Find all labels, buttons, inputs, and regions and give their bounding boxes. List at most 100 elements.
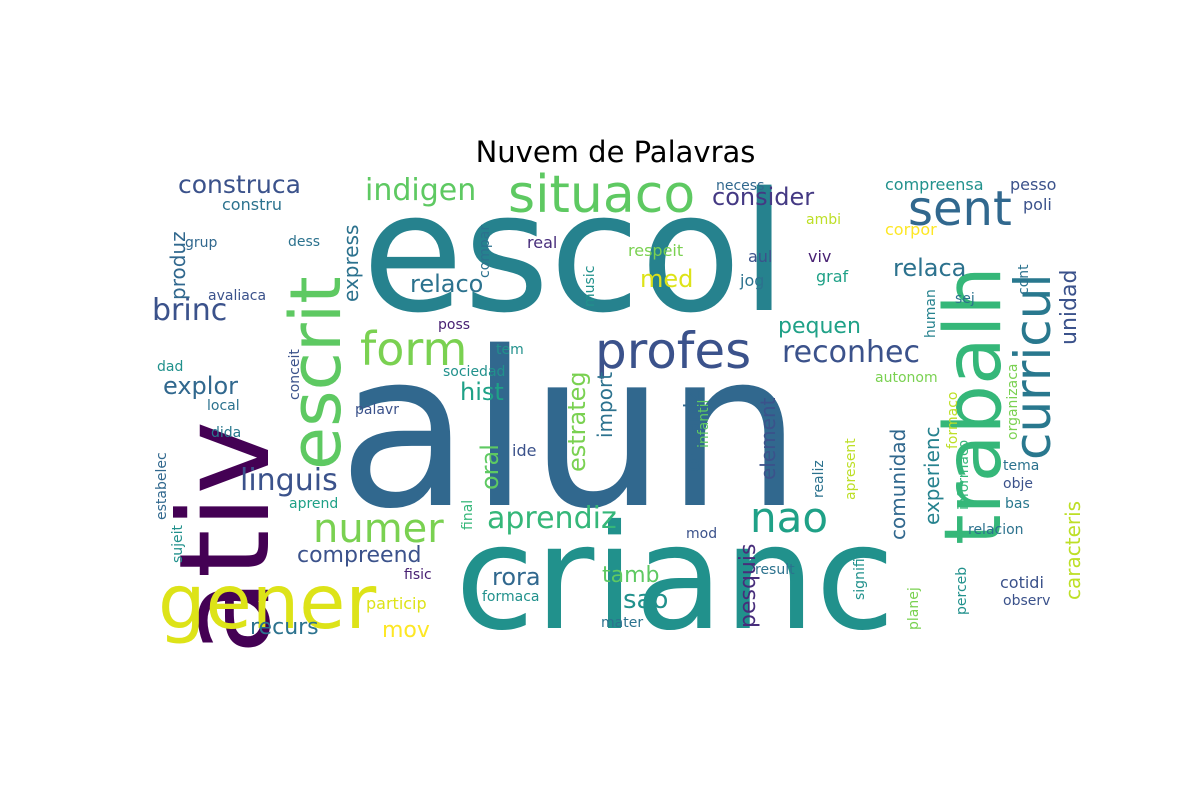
word-dess: dess [288, 234, 320, 250]
word-nao: nao [750, 493, 828, 542]
word-brinc: brinc [152, 293, 227, 328]
word-dida: dida [211, 425, 241, 441]
word-ativ: ativ [153, 421, 298, 655]
word-crianc: crianc [455, 494, 895, 663]
word-ambi: ambi [806, 212, 841, 228]
word-sao: sao [623, 585, 668, 615]
word-graf: graf [816, 267, 849, 286]
word-tema: tema [1003, 458, 1039, 474]
word-relaca: relaca [893, 254, 966, 282]
word-organizaca: organizaca [1005, 363, 1021, 440]
word-conceit: conceit [287, 349, 303, 400]
word-curricul: curricul [1004, 274, 1062, 460]
chart-title: Nuvem de Palavras [475, 135, 756, 169]
word-tem: tem [496, 342, 524, 358]
word-observ: observ [1003, 593, 1050, 609]
word-compreend: compreend [297, 543, 422, 568]
word-unidad: unidad [1057, 270, 1082, 345]
word-oral: oral [476, 444, 504, 490]
word-estrateg: estrateg [563, 371, 591, 472]
word-autonom: autonom [875, 370, 938, 386]
word-necess: necess [716, 178, 764, 194]
word-sujeit: sujeit [170, 524, 186, 563]
word-pesso: pesso [1010, 175, 1056, 194]
word-cotidi: cotidi [1000, 573, 1044, 592]
word-sociedad: sociedad [443, 364, 505, 380]
word-tamb: tamb [602, 563, 660, 588]
word-compar: compar [477, 225, 493, 278]
word-final: final [460, 500, 476, 530]
word-experienc: experienc [920, 426, 944, 525]
word-explor: explor [163, 372, 238, 400]
word-profes: profes [595, 322, 751, 380]
word-consider: consider [712, 183, 814, 211]
word-indigen: indigen [365, 173, 476, 208]
word-informaco: informaco [956, 440, 972, 510]
word-caracteris: caracteris [1061, 501, 1085, 600]
word-trabalh: trabalh [929, 266, 1019, 545]
word-escol: escol [362, 157, 787, 349]
word-formaca: formaca [482, 589, 540, 605]
word-pesquis: pesquis [736, 544, 761, 628]
word-mod: mod [686, 526, 717, 542]
word-perceb: perceb [954, 567, 970, 615]
word-particip: particip [366, 594, 427, 613]
word-aprend: aprend [289, 496, 338, 512]
word-signific: signific [852, 551, 868, 600]
word-aul: aul [748, 247, 772, 266]
word-situaco: situaco [508, 165, 695, 225]
word-dad: dad [157, 359, 183, 375]
word-avaliaca: avaliaca [208, 288, 266, 304]
word-corpor: corpor [885, 220, 937, 239]
word-reconhec: reconhec [782, 335, 920, 370]
word-med: med [640, 265, 693, 293]
word-viv: viv [808, 247, 831, 266]
word-escrit: escrit [275, 276, 357, 470]
word-fisic: fisic [404, 567, 432, 583]
word-local: local [207, 398, 240, 414]
word-relacion: relacion [968, 522, 1024, 538]
word-organiz: organiz [681, 391, 706, 472]
word-apresent: apresent [843, 438, 859, 500]
word-mater: mater [601, 615, 643, 631]
word-element: element [756, 397, 780, 480]
word-real: real [527, 233, 557, 252]
word-express: express [339, 225, 363, 302]
word-obje: obje [1003, 476, 1033, 492]
word-pequen: pequen [778, 314, 861, 339]
word-result: result [755, 562, 795, 578]
word-planej: planej [906, 587, 922, 630]
word-human: human [923, 289, 939, 338]
word-alun: alun [338, 305, 802, 556]
word-ide: ide [512, 441, 536, 460]
word-construca: construca [178, 170, 301, 199]
word-poss: poss [438, 317, 470, 333]
word-form: form [360, 322, 467, 376]
word-jog: jog [739, 271, 764, 290]
word-hist: hist [460, 378, 504, 406]
word-estabelec: estabelec [154, 452, 170, 520]
word-sent: sent [908, 181, 1012, 237]
word-grup: grup [185, 235, 218, 251]
word-comunidad: comunidad [886, 429, 910, 540]
word-infantil: infantil [696, 400, 712, 448]
word-poli: poli [1023, 195, 1052, 214]
word-bas: bas [1005, 496, 1030, 512]
word-mov: mov [382, 618, 430, 643]
word-constru: constru [222, 195, 282, 214]
word-gener: gener [158, 558, 376, 646]
word-numer: numer [313, 506, 444, 552]
word-palavr: palavr [355, 402, 399, 418]
word-realiz: realiz [811, 460, 827, 498]
word-recurs: recurs [250, 615, 319, 640]
word-formaco: formaco [945, 392, 961, 449]
word-compreensa: compreensa [885, 175, 984, 194]
word-respeit: respeit [628, 241, 683, 260]
word-relaco: relaco [410, 270, 483, 298]
word-import: import [593, 372, 617, 438]
word-linguis: linguis [240, 463, 338, 498]
word-sej: sej [955, 291, 975, 307]
word-music: music [582, 266, 598, 307]
word-aprendiz: aprendiz [487, 501, 617, 536]
